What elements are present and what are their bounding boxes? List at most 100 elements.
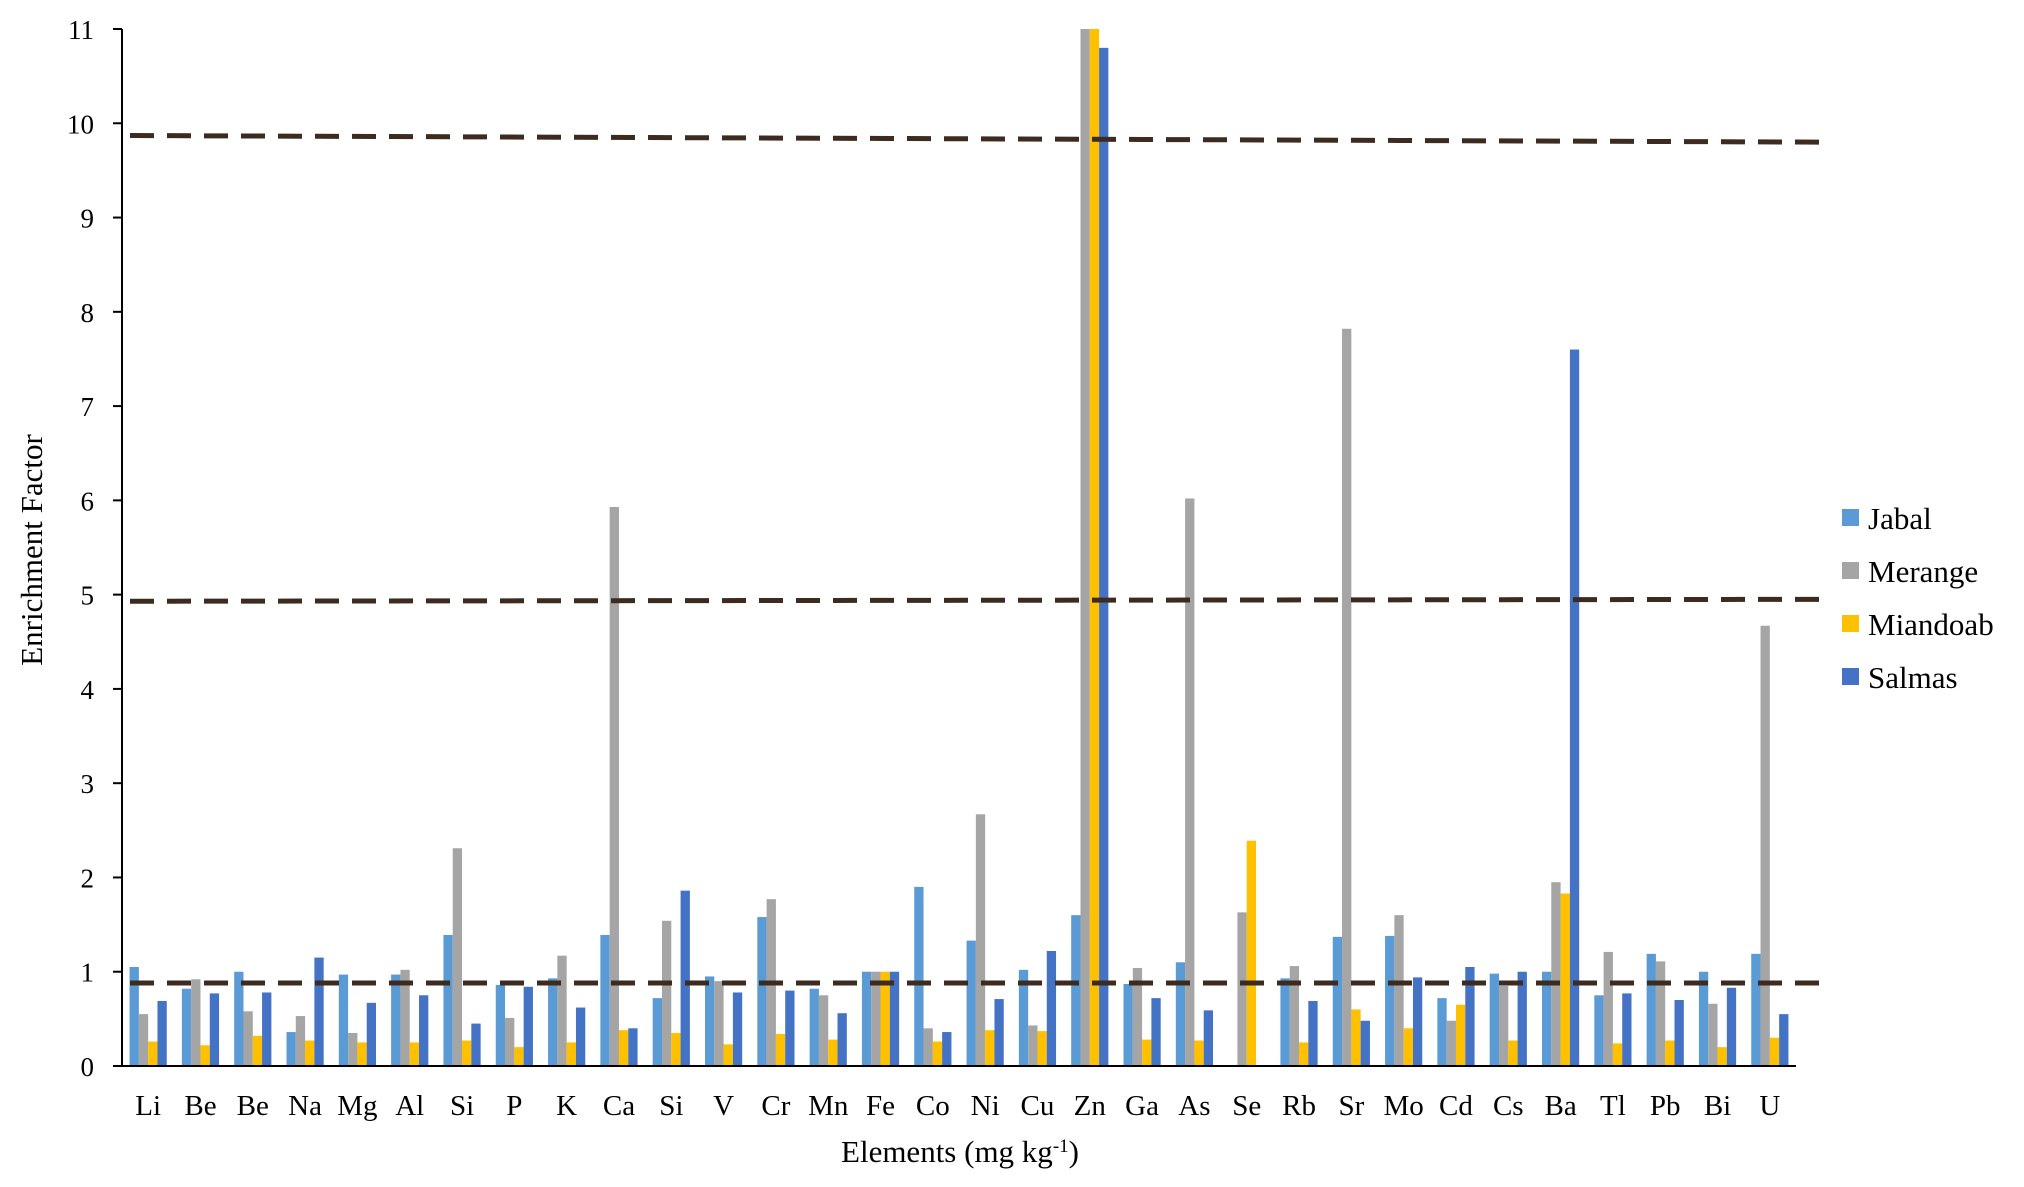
bar-miandoab-na [305, 1040, 315, 1066]
x-tick-label: Ca [603, 1090, 635, 1122]
bar-merange-tl [1603, 951, 1613, 1066]
x-axis-title-main: Elements (mg kg [841, 1134, 1053, 1169]
legend-swatch-merange [1842, 562, 1859, 579]
bar-miandoab-ba [1560, 893, 1570, 1066]
bar-merange-mn [818, 995, 829, 1066]
x-axis-title-superscript: -1 [1053, 1136, 1069, 1157]
bar-jabal-tl [1594, 995, 1604, 1066]
bar-merange-cu [1028, 1025, 1038, 1066]
bar-merange-ni [975, 814, 986, 1066]
bar-jabal-fe [861, 971, 872, 1066]
legend-label-salmas: Salmas [1868, 660, 1958, 695]
bar-salmas-be [209, 993, 220, 1066]
bar-jabal-be [181, 988, 192, 1066]
bar-salmas-tl [1622, 993, 1632, 1066]
x-tick-label: Ga [1125, 1090, 1159, 1122]
legend-swatch-jabal [1842, 509, 1859, 526]
bar-miandoab-co [932, 1041, 943, 1066]
bar-salmas-k [575, 1007, 586, 1066]
bar-merange-se [1237, 912, 1247, 1066]
bar-jabal-bi [1698, 971, 1709, 1066]
bar-salmas-as [1203, 1010, 1214, 1066]
y-tick-label: 0 [81, 1052, 95, 1082]
y-tick-label: 10 [67, 109, 94, 139]
bar-jabal-si [443, 934, 453, 1066]
bar-salmas-pb [1674, 1000, 1684, 1066]
bar-salmas-cd [1465, 967, 1475, 1066]
y-tick-label: 2 [81, 863, 95, 893]
bar-jabal-ca [600, 934, 610, 1066]
bar-salmas-sr [1360, 1020, 1370, 1066]
bar-jabal-as [1175, 962, 1186, 1066]
legend-label-merange: Merange [1868, 554, 1978, 589]
legend-swatch-salmas [1842, 668, 1859, 685]
bar-merange-zn [1080, 29, 1090, 1066]
x-tick-label: Mg [337, 1090, 377, 1122]
bar-salmas-fe [889, 971, 900, 1066]
bar-salmas-ca [628, 1028, 638, 1066]
bar-jabal-ni [966, 940, 976, 1066]
bar-salmas-ga [1151, 998, 1161, 1066]
bar-merange-mg [348, 1033, 358, 1066]
bar-jabal-cs [1489, 973, 1499, 1066]
x-tick-label: Cs [1493, 1090, 1524, 1122]
x-tick-label: As [1178, 1090, 1210, 1122]
y-tick-label: 3 [81, 769, 95, 799]
legend: Jabal Merange Miandoab Salmas [1842, 501, 1994, 695]
bar-miandoab-si [671, 1033, 681, 1066]
bar-miandoab-ga [1142, 1039, 1152, 1066]
bar-salmas-al [419, 995, 429, 1066]
bar-merange-ba [1551, 882, 1561, 1066]
x-tick-label: P [506, 1090, 522, 1122]
bar-merange-be [243, 1011, 253, 1066]
x-tick-label: Na [288, 1090, 322, 1122]
bar-miandoab-tl [1612, 1043, 1623, 1066]
y-tick-label: 5 [81, 581, 95, 611]
bar-miandoab-mo [1403, 1028, 1413, 1066]
bar-merange-al [400, 969, 410, 1066]
bar-miandoab-ca [618, 1030, 629, 1066]
x-tick-label: K [556, 1090, 577, 1122]
bar-jabal-mg [338, 974, 349, 1066]
bar-salmas-zn [1099, 47, 1109, 1067]
bar-salmas-bi [1726, 987, 1737, 1066]
bar-miandoab-se [1246, 840, 1257, 1066]
bar-merange-si [661, 920, 672, 1066]
bar-salmas-co [942, 1032, 952, 1066]
x-tick-label: Cd [1439, 1090, 1473, 1122]
bar-salmas-na [314, 957, 324, 1066]
x-tick-label: Tl [1600, 1090, 1626, 1122]
bar-merange-fe [871, 971, 881, 1066]
bar-salmas-ni [994, 999, 1004, 1066]
x-tick-label: Cr [761, 1090, 790, 1122]
x-tick-label: Sr [1338, 1090, 1364, 1122]
bar-merange-pb [1655, 961, 1666, 1066]
bar-jabal-cd [1437, 998, 1447, 1066]
bar-jabal-v [704, 976, 715, 1066]
bar-merange-ca [609, 506, 619, 1067]
x-tick-label: U [1759, 1090, 1780, 1122]
bar-salmas-li [157, 1000, 167, 1066]
bar-salmas-si [680, 890, 690, 1066]
bar-salmas-cr [785, 990, 795, 1066]
y-tick-label: 7 [81, 392, 95, 422]
legend-label-jabal: Jabal [1868, 501, 1932, 536]
bar-merange-li [138, 1014, 149, 1066]
bar-jabal-cr [757, 917, 767, 1066]
bar-merange-rb [1289, 966, 1300, 1066]
reference-line-2 [129, 596, 1823, 604]
bar-miandoab-cd [1455, 1004, 1466, 1066]
x-tick-label: Cu [1021, 1090, 1055, 1122]
bar-miandoab-k [566, 1042, 576, 1066]
bar-miandoab-cu [1037, 1031, 1047, 1066]
x-axis-title: Elements (mg kg-1) [841, 1134, 1079, 1169]
y-tick-label: 6 [81, 486, 95, 516]
bar-salmas-mo [1412, 977, 1423, 1066]
bar-merange-cs [1498, 985, 1509, 1066]
bar-salmas-mg [366, 1002, 377, 1066]
bar-merange-v [714, 981, 724, 1066]
x-tick-label: Li [135, 1090, 161, 1122]
bar-jabal-na [286, 1032, 296, 1066]
bar-merange-ga [1132, 967, 1143, 1066]
